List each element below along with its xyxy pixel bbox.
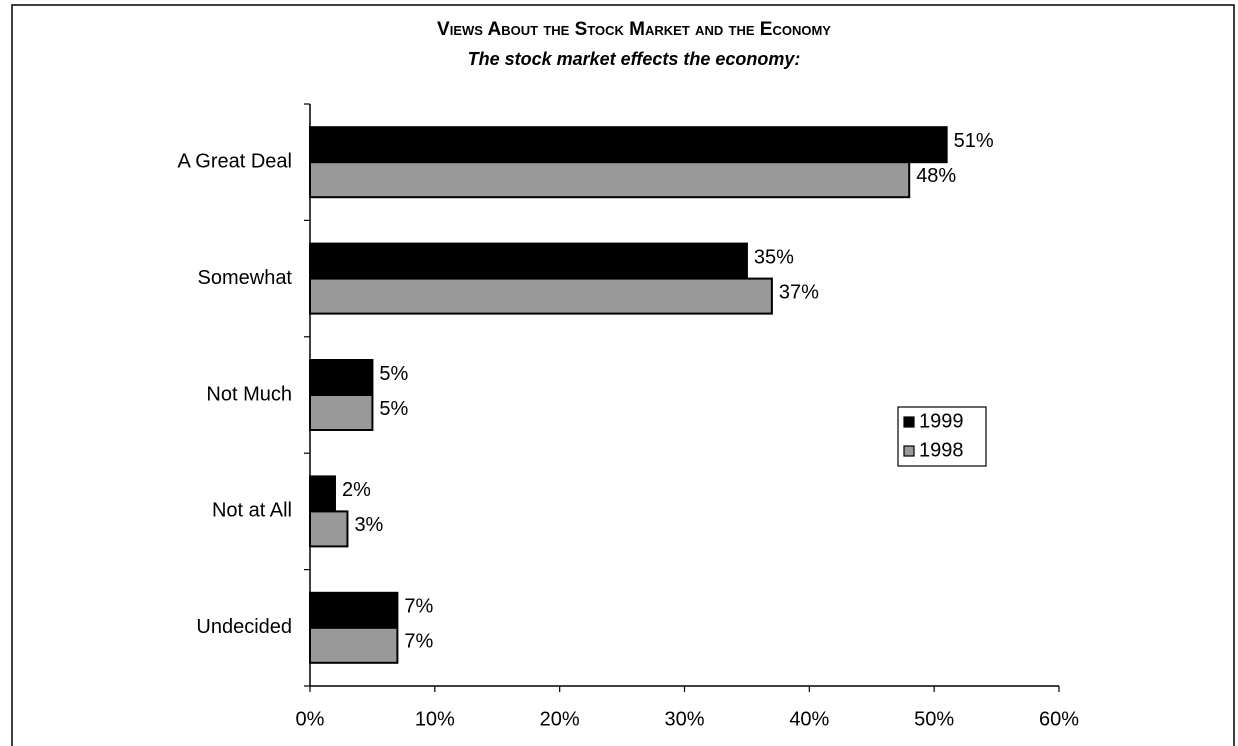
bar [309,475,336,513]
bar [309,359,374,396]
value-label: 7% [404,596,433,618]
bar [309,126,948,164]
bar [309,510,349,548]
bar [309,242,748,280]
x-tick-label: 50% [914,708,954,730]
value-label: 5% [379,398,408,420]
y-tick-label: Not at All [212,500,292,522]
x-tick-label: 40% [789,708,829,730]
bar [309,626,399,664]
legend-swatch [903,445,915,457]
legend-label: 1999 [919,410,964,432]
y-tick-label: Not Much [206,383,292,405]
x-tick-label: 30% [664,708,704,730]
frame [11,4,1235,746]
value-label: 3% [354,514,383,536]
chart-subtitle: The stock market effects the economy: [468,49,801,69]
bar [309,394,374,431]
value-label: 35% [754,246,794,268]
x-tick-label: 20% [540,708,580,730]
chart-title: Views About the Stock Market and the Eco… [437,19,831,40]
x-tick-label: 60% [1039,708,1079,730]
bar [309,591,399,629]
x-tick-label: 0% [296,708,325,730]
y-tick-label: A Great Deal [177,150,292,172]
value-label: 5% [379,363,408,385]
bar [309,277,773,315]
y-tick-label: Undecided [196,616,292,638]
value-label: 48% [916,165,956,187]
value-label: 37% [779,281,819,303]
legend-swatch [903,416,915,428]
value-label: 7% [404,631,433,653]
bar [309,161,911,199]
value-label: 51% [954,130,994,152]
value-label: 2% [342,479,371,501]
x-tick-label: 10% [415,708,455,730]
y-tick-label: Somewhat [198,267,293,289]
legend-label: 1998 [919,439,964,461]
